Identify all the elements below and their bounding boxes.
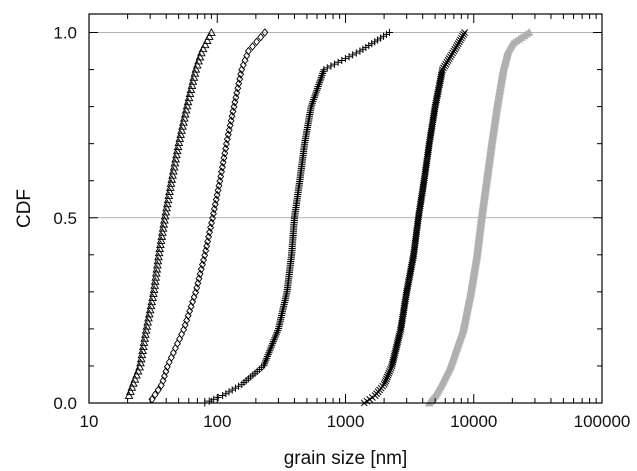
data-point-plus bbox=[319, 70, 326, 77]
x-tick-label: 10000 bbox=[450, 412, 497, 431]
data-point-plus bbox=[338, 57, 345, 64]
y-tick-label: 0.5 bbox=[53, 209, 77, 228]
data-point-plus bbox=[222, 390, 229, 397]
data-point-plus bbox=[315, 81, 322, 88]
data-point-diamond bbox=[173, 345, 179, 352]
data-point-plus bbox=[318, 74, 325, 81]
data-point-diamond bbox=[258, 34, 264, 41]
data-point-diamond bbox=[254, 38, 260, 45]
data-point-plus bbox=[316, 79, 323, 86]
data-point-plus bbox=[324, 64, 331, 71]
data-point-cross bbox=[448, 52, 454, 58]
data-point-plus bbox=[215, 394, 222, 401]
data-point-cross bbox=[446, 56, 452, 62]
data-point-plus bbox=[229, 386, 236, 393]
data-point-plus bbox=[311, 92, 318, 99]
data-point-plus bbox=[310, 96, 317, 103]
data-point-plus bbox=[235, 383, 242, 390]
data-point-plus bbox=[315, 83, 322, 90]
data-point-diamond bbox=[168, 354, 174, 361]
data-point-plus bbox=[320, 66, 327, 73]
data-point-plus bbox=[308, 102, 315, 109]
data-point-plus bbox=[313, 88, 320, 95]
data-point-plus bbox=[309, 98, 316, 105]
data-point-diamond bbox=[170, 349, 176, 356]
x-axis-title: grain size [nm] bbox=[284, 448, 408, 469]
data-point-diamond bbox=[179, 331, 185, 338]
data-point-plus bbox=[345, 53, 352, 60]
data-point-plus bbox=[314, 85, 321, 92]
data-point-plus bbox=[318, 72, 325, 79]
data-point-plus bbox=[327, 62, 334, 69]
data-point-diamond bbox=[175, 340, 181, 347]
data-point-plus bbox=[335, 59, 342, 66]
data-point-plus bbox=[309, 100, 316, 107]
data-point-plus bbox=[349, 51, 356, 58]
y-axis-title: CDF bbox=[14, 189, 35, 228]
y-tick-label: 1.0 bbox=[53, 24, 77, 43]
y-tick-label: 0.0 bbox=[53, 394, 77, 413]
x-tick-label: 1000 bbox=[327, 412, 365, 431]
data-point-cross bbox=[447, 54, 453, 60]
data-point-plus bbox=[320, 68, 327, 75]
data-point-diamond bbox=[250, 43, 256, 50]
data-point-cross bbox=[444, 59, 450, 65]
data-point-plus bbox=[219, 392, 226, 399]
data-point-plus bbox=[342, 55, 349, 62]
data-point-cross bbox=[445, 57, 451, 63]
data-point-plus bbox=[225, 388, 232, 395]
data-point-plus bbox=[317, 75, 324, 82]
data-point-diamond bbox=[166, 359, 172, 366]
data-point-plus bbox=[316, 77, 323, 84]
data-point-diamond bbox=[177, 335, 183, 342]
data-point-cross bbox=[443, 61, 449, 67]
data-point-plus bbox=[353, 49, 360, 56]
data-point-plus bbox=[232, 385, 239, 392]
data-point-plus bbox=[311, 94, 318, 101]
data-point-plus bbox=[313, 87, 320, 94]
x-tick-label: 100000 bbox=[574, 412, 631, 431]
data-point-plus bbox=[331, 61, 338, 68]
data-point-triangle bbox=[125, 392, 132, 398]
x-tick-label: 100 bbox=[203, 412, 231, 431]
data-point-plus bbox=[312, 90, 319, 97]
data-point-plus bbox=[308, 103, 315, 110]
x-tick-label: 10 bbox=[80, 412, 99, 431]
